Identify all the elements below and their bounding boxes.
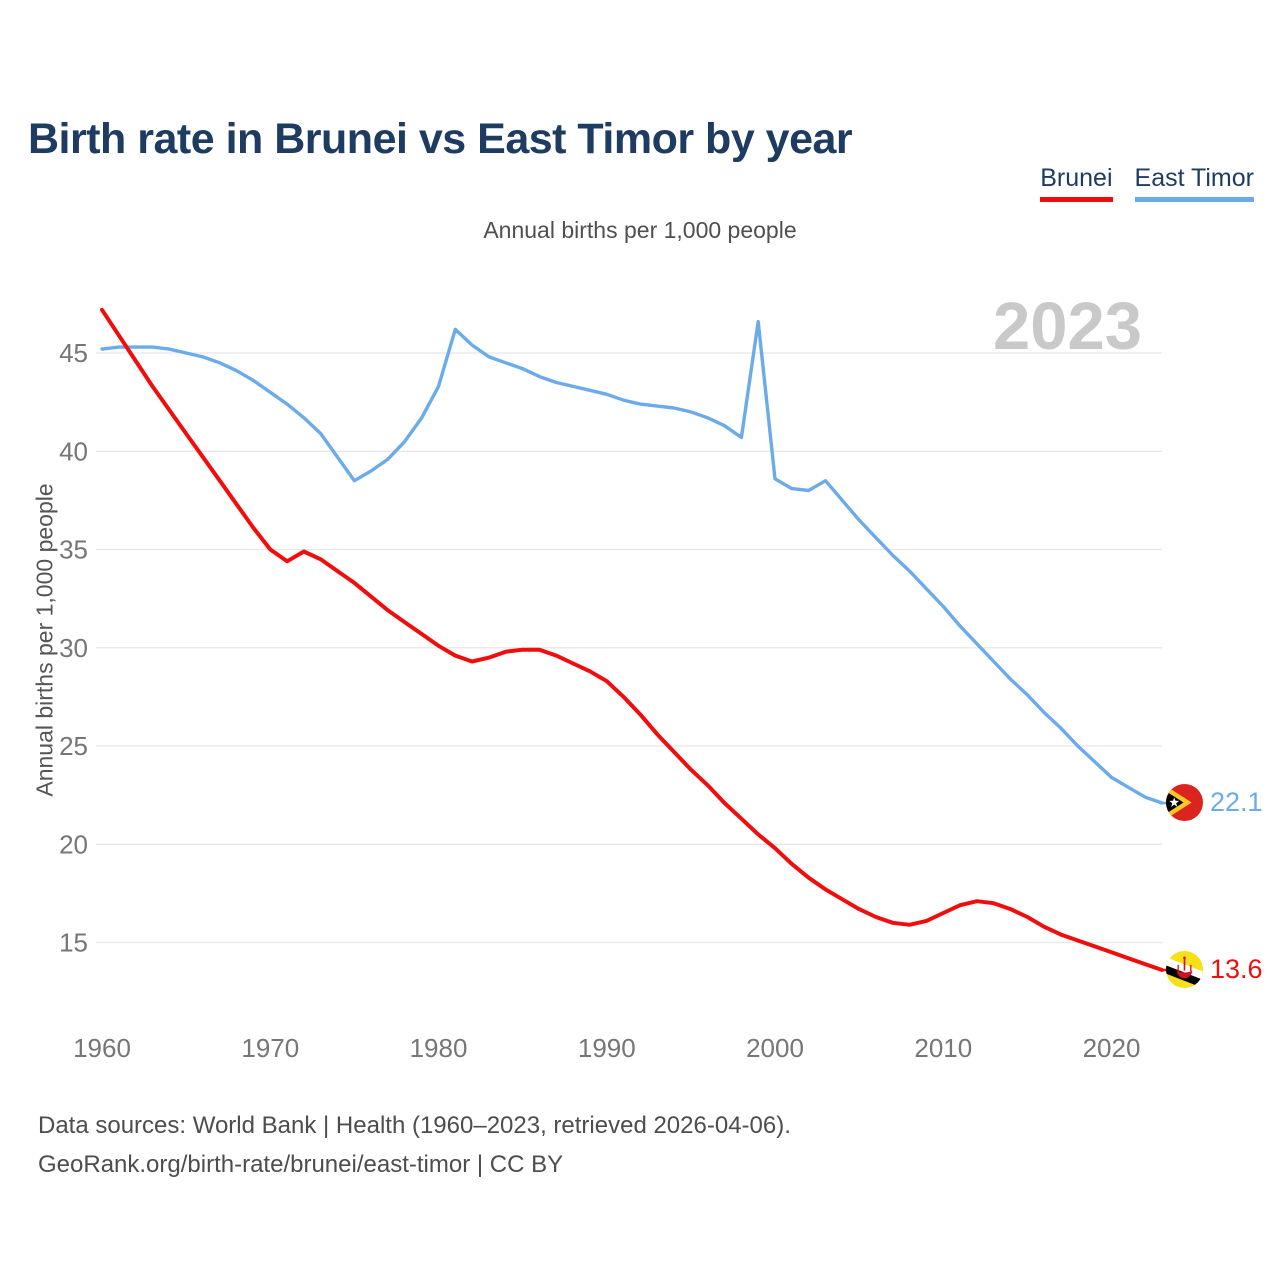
end-value-east-timor: 22.1 <box>1210 787 1263 817</box>
y-tick-label: 20 <box>59 829 88 859</box>
y-tick-label: 40 <box>59 436 88 466</box>
footer-source-line: Data sources: World Bank | Health (1960–… <box>38 1112 791 1139</box>
y-tick-label: 45 <box>59 338 88 368</box>
legend-label-east-timor: East Timor <box>1134 164 1254 192</box>
legend-underline-brunei <box>1040 197 1113 202</box>
end-value-brunei: 13.6 <box>1210 954 1263 984</box>
x-tick-label: 1990 <box>578 1033 636 1063</box>
legend: Brunei East Timor <box>1040 164 1254 202</box>
footer: Data sources: World Bank | Health (1960–… <box>38 1106 791 1184</box>
x-tick-label: 2010 <box>914 1033 972 1063</box>
legend-item-brunei[interactable]: Brunei <box>1040 164 1113 202</box>
y-tick-label: 35 <box>59 535 88 565</box>
east-timor-flag-icon <box>1166 784 1203 821</box>
x-tick-label: 1970 <box>241 1033 299 1063</box>
page-title: Birth rate in Brunei vs East Timor by ye… <box>28 114 853 163</box>
series-line-brunei <box>100 307 1164 972</box>
end-label-brunei: 13.6 <box>1166 951 1263 988</box>
legend-item-east-timor[interactable]: East Timor <box>1134 164 1254 202</box>
x-tick-label: 2020 <box>1083 1033 1141 1063</box>
y-tick-label: 30 <box>59 633 88 663</box>
watermark-year: 2023 <box>992 289 1142 364</box>
x-tick-label: 2000 <box>746 1033 804 1063</box>
legend-label-brunei: Brunei <box>1040 164 1113 192</box>
series-line-east-timor <box>100 319 1164 805</box>
y-tick-label: 25 <box>59 731 88 761</box>
y-axis-title: Annual births per 1,000 people <box>31 483 58 797</box>
footer-url-line: GeoRank.org/birth-rate/brunei/east-timor… <box>38 1151 564 1178</box>
x-tick-label: 1960 <box>73 1033 131 1063</box>
end-label-east-timor: 22.1 <box>1166 784 1263 821</box>
chart-subtitle: Annual births per 1,000 people <box>483 217 797 243</box>
brunei-flag-icon <box>1166 951 1203 988</box>
legend-underline-east-timor <box>1134 197 1254 202</box>
x-tick-label: 1980 <box>410 1033 468 1063</box>
y-tick-label: 15 <box>59 928 88 958</box>
